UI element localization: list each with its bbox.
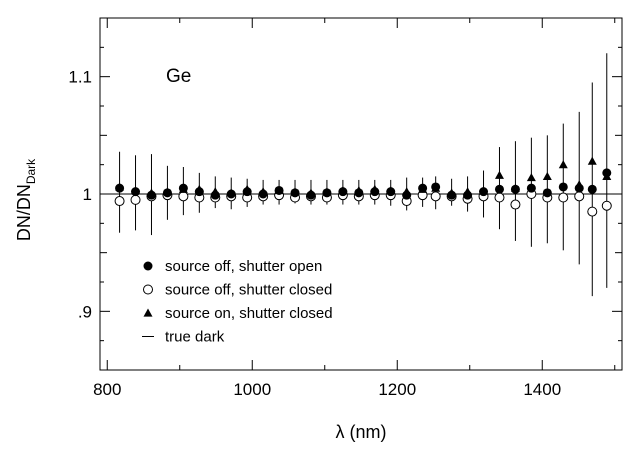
filled-circle-point <box>526 183 536 193</box>
open-circle-point <box>114 196 125 207</box>
annotation-ge: Ge <box>166 66 191 87</box>
legend-label: true dark <box>165 329 225 346</box>
filled-circle-point <box>574 183 584 193</box>
filled-circle-point <box>178 183 188 193</box>
filled-circle-point <box>322 188 332 198</box>
filled-circle-point <box>463 190 473 200</box>
filled-circle-point <box>354 188 364 198</box>
filled-circle-point <box>542 188 552 198</box>
y-tick-label: 1 <box>83 185 92 204</box>
data-series <box>114 156 612 217</box>
filled-circle-point <box>210 190 220 200</box>
filled-circle-point <box>602 168 612 178</box>
open-circle-point <box>494 192 505 203</box>
filled-circle-point <box>146 190 156 200</box>
filled-circle-point <box>370 187 380 197</box>
legend-label: source on, shutter closed <box>165 305 333 322</box>
x-ticks: 800 1000 1200 1400 <box>93 18 616 399</box>
y-axis-label: DN/DNDark <box>14 158 38 241</box>
open-circle-point <box>510 199 521 210</box>
y-axis-label-sub: Dark <box>24 158 38 184</box>
filled-circle-point <box>418 183 428 193</box>
filled-circle-point <box>402 190 412 200</box>
y-ticks: .9 1 1.1 <box>68 17 622 371</box>
open-circle-point <box>601 200 612 211</box>
legend: source off, shutter open source off, shut… <box>142 258 333 346</box>
open-circle-point <box>430 191 441 202</box>
legend-marker <box>143 261 153 271</box>
triangle-point <box>542 171 552 180</box>
filled-circle-point <box>431 182 441 192</box>
filled-circle-point <box>338 187 348 197</box>
open-circle-point <box>587 206 598 217</box>
filled-circle-point <box>131 187 141 197</box>
x-tick-label: 1200 <box>378 380 416 399</box>
filled-circle-point <box>162 188 172 198</box>
filled-circle-point <box>258 189 268 199</box>
triangle-point <box>494 170 504 179</box>
filled-circle-point <box>242 187 252 197</box>
triangle-point <box>587 156 597 165</box>
filled-circle-point <box>558 182 568 192</box>
open-circle-point <box>574 191 585 202</box>
open-circle-point <box>130 194 141 205</box>
y-axis-label-main: DN/DN <box>14 184 34 241</box>
open-circle-point <box>178 191 189 202</box>
filled-circle-point <box>510 184 520 194</box>
filled-circle-point <box>274 185 284 195</box>
filled-circle-point <box>447 190 457 200</box>
legend-label: source off, shutter closed <box>165 282 332 299</box>
legend-label: source off, shutter open <box>165 258 322 275</box>
filled-circle-point <box>306 190 316 200</box>
triangle-point <box>558 160 568 169</box>
filled-circle-point <box>479 187 489 197</box>
legend-marker <box>143 308 153 317</box>
x-axis-label: λ (nm) <box>336 422 387 442</box>
y-tick-label: 1.1 <box>68 68 92 87</box>
filled-circle-point <box>194 187 204 197</box>
x-tick-label: 1000 <box>233 380 271 399</box>
filled-circle-point <box>587 184 597 194</box>
y-tick-label: .9 <box>78 302 92 321</box>
legend-marker <box>143 284 153 295</box>
filled-circle-point <box>386 187 396 197</box>
open-circle-point <box>558 192 569 203</box>
x-tick-label: 800 <box>93 380 121 399</box>
filled-circle-point <box>494 184 504 194</box>
triangle-point <box>526 173 536 182</box>
filled-circle-point <box>115 183 125 193</box>
filled-circle-point <box>226 189 236 199</box>
x-tick-label: 1400 <box>523 380 561 399</box>
filled-circle-point <box>290 188 300 198</box>
